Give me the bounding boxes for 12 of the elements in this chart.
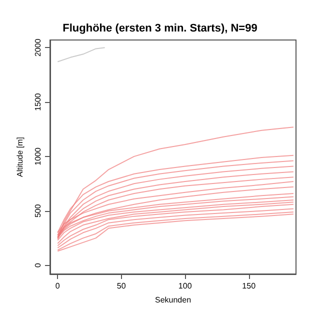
x-tick-label: 50 xyxy=(116,282,126,290)
chart-title: Flughöhe (ersten 3 min. Starts), N=99 xyxy=(62,22,258,34)
x-tick-label: 150 xyxy=(242,282,256,290)
y-tick-label: 2000 xyxy=(34,38,42,57)
x-axis-title: Sekunden xyxy=(154,296,192,304)
y-axis-title: Altitude [m] xyxy=(16,136,24,178)
x-tick-label: 0 xyxy=(55,282,60,290)
y-tick-label: 500 xyxy=(34,204,42,218)
x-tick-label: 100 xyxy=(178,282,192,290)
y-tick-label: 1000 xyxy=(34,147,42,166)
y-tick-label: 1500 xyxy=(34,92,42,111)
y-tick-label: 0 xyxy=(34,262,42,268)
